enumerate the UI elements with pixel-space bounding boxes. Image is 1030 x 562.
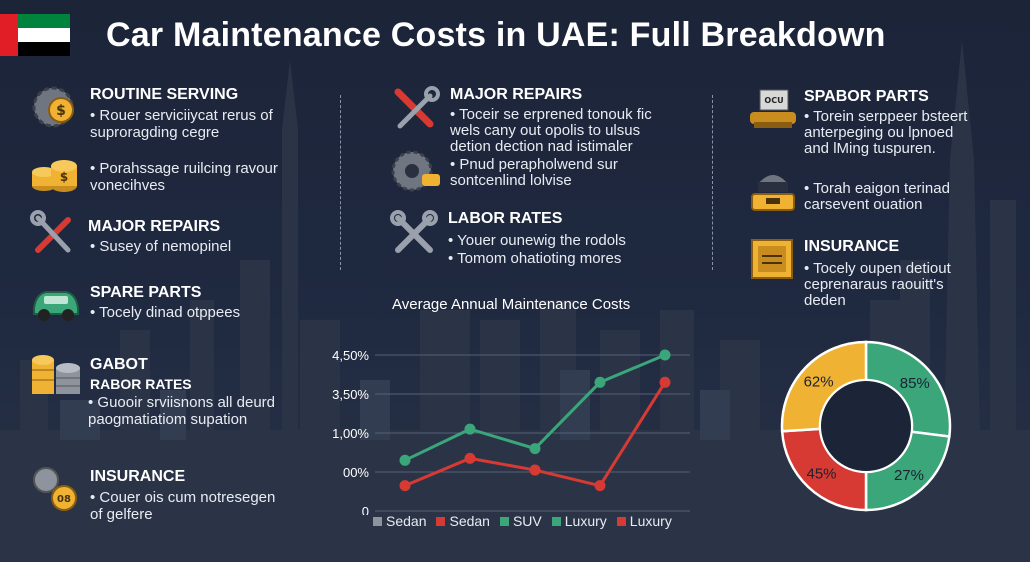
legend-label: Luxury	[564, 513, 607, 529]
donut-slice-label: 85%	[900, 375, 930, 392]
y-tick-label: 3,50%	[332, 387, 369, 402]
legend-swatch	[499, 516, 509, 526]
donut-slice	[864, 340, 952, 438]
donut-chart: 85% 27% 45% 62%	[780, 340, 952, 512]
legend-item: Sedan	[373, 513, 426, 529]
data-point	[399, 480, 411, 492]
legend-item: Luxury	[551, 513, 607, 529]
wrench-screwdriver-icon	[30, 210, 71, 253]
donut-slice-label: 62%	[804, 374, 834, 391]
legend-item: SUV	[499, 513, 542, 529]
legend-item: Sedan	[436, 513, 490, 529]
svg-text:OCU: OCU	[764, 96, 783, 105]
data-point	[659, 376, 671, 388]
parts-icon: OCU	[750, 89, 796, 128]
donut-hole	[821, 381, 911, 471]
svg-text:$: $	[56, 103, 66, 119]
data-point	[529, 443, 541, 455]
data-point	[464, 452, 476, 464]
svg-text:08: 08	[57, 494, 71, 505]
legend-label: Luxury	[629, 513, 672, 529]
column-divider-left	[340, 95, 341, 270]
legend-swatch	[373, 516, 382, 526]
svg-text:$: $	[60, 170, 68, 184]
chart-title: Average Annual Maintenance Costs	[392, 296, 631, 313]
y-tick-label: 00%	[343, 465, 369, 480]
document-icon	[751, 239, 793, 279]
y-tick-label: 0	[362, 504, 369, 515]
data-point	[659, 349, 671, 361]
donut-slice	[780, 340, 868, 433]
mechanic-icon	[751, 175, 795, 211]
y-tick-label: 1,00%	[332, 426, 369, 441]
donut-slice-label: 45%	[806, 465, 836, 482]
line-chart: 4,50% 3,50% 1,00% 00% 0	[332, 348, 690, 515]
chart-legend: Sedan Sedan SUV Luxury Luxury	[373, 513, 672, 529]
legend-item: Luxury	[616, 513, 672, 529]
legend-label: Sedan	[386, 513, 427, 529]
gear-dollar-icon: $	[32, 86, 74, 128]
data-point	[464, 423, 476, 435]
legend-label: Sedan	[449, 513, 490, 529]
legend-swatch	[616, 516, 626, 526]
car-icon	[33, 291, 79, 321]
legend-swatch	[436, 516, 446, 526]
coins-icon: $	[32, 160, 77, 192]
coin-stack-icon	[32, 355, 80, 394]
donut-slice-label: 27%	[894, 467, 924, 484]
data-point	[399, 454, 411, 466]
coins-tag-icon: 08	[33, 467, 77, 511]
page-title: Car Maintenance Costs in UAE: Full Break…	[106, 16, 886, 54]
tools-icon	[394, 86, 440, 129]
y-tick-label: 4,50%	[332, 348, 369, 363]
data-point	[594, 376, 606, 388]
legend-swatch	[551, 516, 561, 526]
column-divider-right	[712, 95, 713, 270]
data-point	[594, 480, 606, 492]
uae-flag-icon	[0, 14, 70, 56]
brake-disc-icon	[391, 150, 440, 192]
legend-label: SUV	[512, 513, 542, 529]
wrench-cross-icon	[390, 210, 438, 253]
data-point	[529, 464, 541, 476]
